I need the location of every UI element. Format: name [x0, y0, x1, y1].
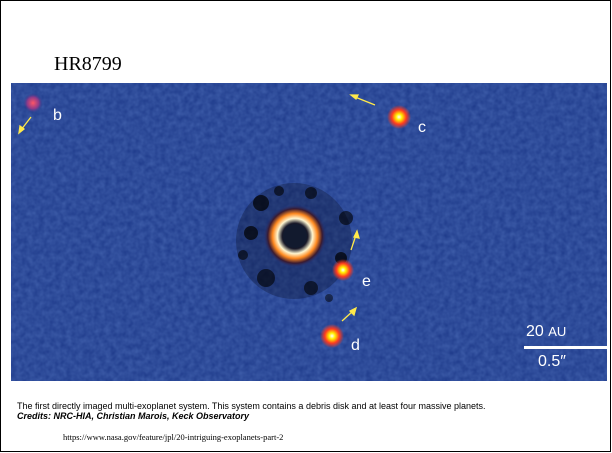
image-credits: Credits: NRC-HIA, Christian Marois, Keck… [17, 411, 250, 421]
exoplanet-image-svg [11, 83, 607, 381]
scale-bar [524, 346, 607, 349]
planet-d-dot [320, 324, 344, 348]
source-url[interactable]: https://www.nasa.gov/feature/jpl/20-intr… [63, 432, 284, 442]
exoplanet-image: b c d e [11, 83, 607, 381]
coronagraph-mask [283, 224, 307, 248]
scale-au-label: 20 AU [526, 323, 566, 341]
planet-label-d: d [351, 337, 360, 354]
planet-label-b: b [53, 107, 62, 124]
planet-label-c: c [418, 119, 426, 136]
scale-arcsec-label: 0.5″ [538, 353, 566, 370]
planet-label-e: e [362, 273, 371, 290]
orbit-arrows [18, 94, 376, 322]
planet-b-dot [23, 93, 43, 113]
image-caption: The first directly imaged multi-exoplane… [17, 401, 486, 411]
scale-au-unit: AU [548, 324, 567, 339]
scale-au-value: 20 [526, 323, 544, 340]
planet-c-dot [387, 105, 411, 129]
slide-title: HR8799 [54, 53, 122, 75]
planet-e-dot [332, 259, 354, 281]
